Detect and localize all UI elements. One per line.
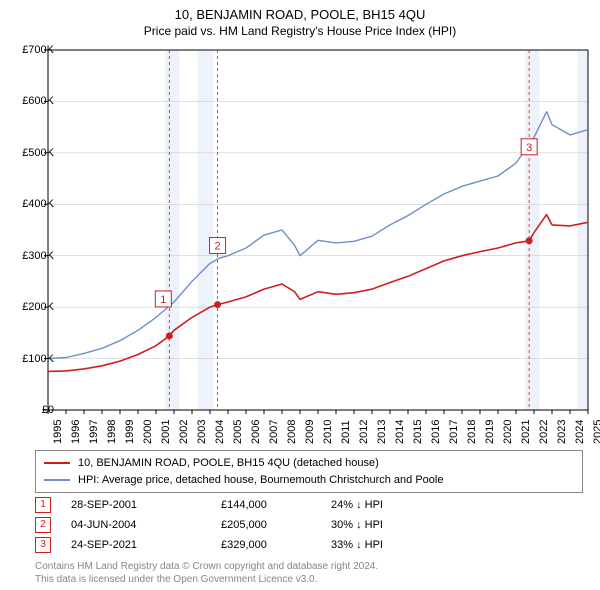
y-tick-label: £100K xyxy=(22,353,54,365)
x-tick-label: 1995 xyxy=(52,420,64,444)
x-tick-label: 1996 xyxy=(70,420,82,444)
x-tick-label: 1998 xyxy=(106,420,118,444)
x-tick-label: 2019 xyxy=(484,420,496,444)
x-tick-label: 2020 xyxy=(502,420,514,444)
transaction-delta: 24% ↓ HPI xyxy=(331,499,481,511)
x-tick-label: 2015 xyxy=(412,420,424,444)
legend-item-price-paid: 10, BENJAMIN ROAD, POOLE, BH15 4QU (deta… xyxy=(44,455,574,472)
footer-line: This data is licensed under the Open Gov… xyxy=(35,573,378,586)
x-tick-label: 2021 xyxy=(520,420,532,444)
x-tick-label: 2007 xyxy=(268,420,280,444)
transaction-price: £144,000 xyxy=(221,499,331,511)
footer-attribution: Contains HM Land Registry data © Crown c… xyxy=(35,560,378,586)
x-tick-label: 2004 xyxy=(214,420,226,444)
price-chart: 1 2 3 xyxy=(0,0,600,450)
y-tick-label: £0 xyxy=(42,404,54,416)
table-row: 1 28-SEP-2001 £144,000 24% ↓ HPI xyxy=(35,495,481,515)
x-tick-label: 1999 xyxy=(124,420,136,444)
svg-text:3: 3 xyxy=(526,142,532,154)
svg-text:2: 2 xyxy=(214,241,220,253)
y-tick-label: £600K xyxy=(22,95,54,107)
x-tick-label: 2009 xyxy=(304,420,316,444)
x-tick-label: 2001 xyxy=(160,420,172,444)
transaction-date: 28-SEP-2001 xyxy=(71,499,221,511)
transaction-price: £329,000 xyxy=(221,539,331,551)
legend: 10, BENJAMIN ROAD, POOLE, BH15 4QU (deta… xyxy=(35,450,583,493)
legend-label: 10, BENJAMIN ROAD, POOLE, BH15 4QU (deta… xyxy=(78,455,379,472)
x-tick-label: 2005 xyxy=(232,420,244,444)
transaction-delta: 30% ↓ HPI xyxy=(331,519,481,531)
y-tick-label: £300K xyxy=(22,250,54,262)
table-row: 3 24-SEP-2021 £329,000 33% ↓ HPI xyxy=(35,535,481,555)
marker-badge: 1 xyxy=(35,497,51,513)
x-tick-label: 2003 xyxy=(196,420,208,444)
transaction-date: 04-JUN-2004 xyxy=(71,519,221,531)
y-tick-label: £500K xyxy=(22,147,54,159)
marker-badge: 3 xyxy=(35,537,51,553)
x-tick-label: 2016 xyxy=(430,420,442,444)
transactions-table: 1 28-SEP-2001 £144,000 24% ↓ HPI 2 04-JU… xyxy=(35,495,481,555)
legend-label: HPI: Average price, detached house, Bour… xyxy=(78,472,443,489)
x-tick-label: 1997 xyxy=(88,420,100,444)
x-tick-label: 2018 xyxy=(466,420,478,444)
x-tick-label: 2025 xyxy=(592,420,600,444)
transaction-delta: 33% ↓ HPI xyxy=(331,539,481,551)
footer-line: Contains HM Land Registry data © Crown c… xyxy=(35,560,378,573)
x-tick-label: 2008 xyxy=(286,420,298,444)
x-tick-label: 2010 xyxy=(322,420,334,444)
x-tick-label: 2014 xyxy=(394,420,406,444)
x-tick-label: 2022 xyxy=(538,420,550,444)
y-tick-label: £400K xyxy=(22,198,54,210)
x-tick-label: 2000 xyxy=(142,420,154,444)
x-tick-label: 2012 xyxy=(358,420,370,444)
x-tick-label: 2024 xyxy=(574,420,586,444)
marker-badge: 2 xyxy=(35,517,51,533)
x-tick-label: 2002 xyxy=(178,420,190,444)
x-tick-label: 2013 xyxy=(376,420,388,444)
legend-swatch xyxy=(44,462,70,464)
x-tick-label: 2011 xyxy=(340,420,352,444)
table-row: 2 04-JUN-2004 £205,000 30% ↓ HPI xyxy=(35,515,481,535)
transaction-date: 24-SEP-2021 xyxy=(71,539,221,551)
x-tick-label: 2006 xyxy=(250,420,262,444)
y-tick-label: £200K xyxy=(22,301,54,313)
x-tick-label: 2017 xyxy=(448,420,460,444)
y-tick-label: £700K xyxy=(22,44,54,56)
svg-text:1: 1 xyxy=(160,294,166,306)
transaction-price: £205,000 xyxy=(221,519,331,531)
legend-swatch xyxy=(44,479,70,481)
legend-item-hpi: HPI: Average price, detached house, Bour… xyxy=(44,472,574,489)
x-tick-label: 2023 xyxy=(556,420,568,444)
